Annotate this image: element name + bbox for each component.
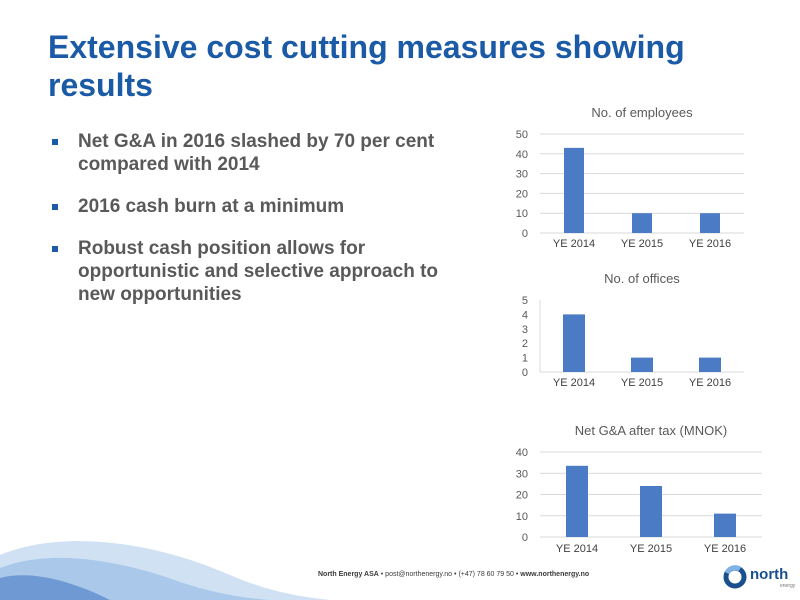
bullet-item: Robust cash position allows for opportun… bbox=[50, 237, 480, 306]
bar bbox=[563, 314, 585, 372]
y-tick-label: 1 bbox=[522, 353, 528, 365]
x-tick-label: YE 2015 bbox=[630, 543, 672, 555]
y-tick-label: 4 bbox=[522, 309, 528, 321]
north-energy-logo: north energy bbox=[722, 562, 796, 592]
y-tick-label: 2 bbox=[522, 338, 528, 350]
bullet-list: Net G&A in 2016 slashed by 70 per cent c… bbox=[50, 130, 480, 325]
chart-svg: No. of employees 0 10 20 30 40 50 YE 2014 YE 201… bbox=[516, 105, 744, 250]
y-tick-label: 20 bbox=[516, 490, 528, 502]
x-tick-label: YE 2014 bbox=[556, 543, 598, 555]
x-tick-label: YE 2016 bbox=[689, 377, 731, 389]
bar bbox=[564, 147, 584, 233]
bullet-item: Net G&A in 2016 slashed by 70 per cent c… bbox=[50, 130, 480, 176]
y-tick-label: 10 bbox=[516, 208, 528, 220]
y-tick-label: 0 bbox=[522, 367, 528, 379]
footer-phone: (+47) 78 60 79 50 bbox=[458, 571, 514, 578]
x-tick-label: YE 2014 bbox=[553, 377, 595, 389]
footer-company: North Energy ASA bbox=[318, 571, 379, 578]
footer-contact: North Energy ASA • post@northenergy.no •… bbox=[318, 571, 589, 578]
bullet-square-icon bbox=[52, 246, 58, 252]
footer-email[interactable]: post@northenergy.no bbox=[385, 571, 453, 578]
footer-separator: • bbox=[454, 571, 457, 578]
footer-web[interactable]: www.northenergy.no bbox=[520, 571, 590, 578]
y-tick-label: 30 bbox=[516, 169, 528, 181]
y-tick-label: 10 bbox=[516, 511, 528, 523]
offices-chart: No. of offices 0 1 2 3 4 5 YE 2014 YE 2015 YE 201… bbox=[498, 268, 758, 408]
bar bbox=[632, 213, 652, 233]
x-tick-label: YE 2015 bbox=[621, 238, 663, 250]
y-tick-label: 50 bbox=[516, 129, 528, 141]
y-tick-label: 0 bbox=[522, 532, 528, 544]
bar bbox=[566, 465, 588, 537]
x-tick-label: YE 2016 bbox=[704, 543, 746, 555]
x-tick-label: YE 2014 bbox=[553, 238, 595, 250]
y-tick-label: 20 bbox=[516, 188, 528, 200]
y-tick-label: 40 bbox=[516, 149, 528, 161]
decorative-wave bbox=[0, 541, 330, 600]
footer-separator: • bbox=[380, 571, 384, 578]
bullet-item: 2016 cash burn at a minimum bbox=[50, 195, 480, 218]
bar bbox=[631, 357, 653, 372]
chart-svg: No. of offices 0 1 2 3 4 5 YE 2014 YE 2015 YE 201… bbox=[522, 271, 744, 389]
chart-title: No. of offices bbox=[604, 271, 680, 286]
footer-separator: • bbox=[515, 571, 519, 578]
y-tick-label: 0 bbox=[522, 228, 528, 240]
y-tick-label: 40 bbox=[516, 447, 528, 459]
bullet-text: Net G&A in 2016 slashed by 70 per cent c… bbox=[78, 131, 435, 175]
bullet-square-icon bbox=[52, 139, 58, 145]
net-ga-chart: Net G&A after tax (MNOK) 0 10 20 30 40 YE 2014… bbox=[498, 420, 768, 562]
employees-chart: No. of employees 0 10 20 30 40 50 YE 2014 YE 201… bbox=[498, 100, 758, 272]
y-tick-label: 30 bbox=[516, 468, 528, 480]
logo-ring-icon bbox=[723, 565, 747, 589]
bullet-text: 2016 cash burn at a minimum bbox=[78, 196, 345, 217]
bullet-square-icon bbox=[52, 204, 58, 210]
chart-title: No. of employees bbox=[591, 105, 693, 120]
y-tick-label: 3 bbox=[522, 324, 528, 336]
x-tick-label: YE 2015 bbox=[621, 377, 663, 389]
slide-title: Extensive cost cutting measures showing … bbox=[48, 29, 685, 103]
y-tick-label: 5 bbox=[522, 295, 528, 307]
bar bbox=[640, 486, 662, 537]
bar bbox=[700, 213, 720, 233]
bar bbox=[699, 357, 721, 372]
x-tick-label: YE 2016 bbox=[689, 238, 731, 250]
bar bbox=[714, 513, 736, 537]
logo-text: north bbox=[750, 566, 789, 583]
chart-title: Net G&A after tax (MNOK) bbox=[575, 423, 727, 438]
bullet-text: Robust cash position allows for opportun… bbox=[78, 238, 439, 305]
chart-svg: Net G&A after tax (MNOK) 0 10 20 30 40 YE 2014… bbox=[516, 423, 762, 555]
logo-subtext: energy bbox=[780, 583, 796, 589]
